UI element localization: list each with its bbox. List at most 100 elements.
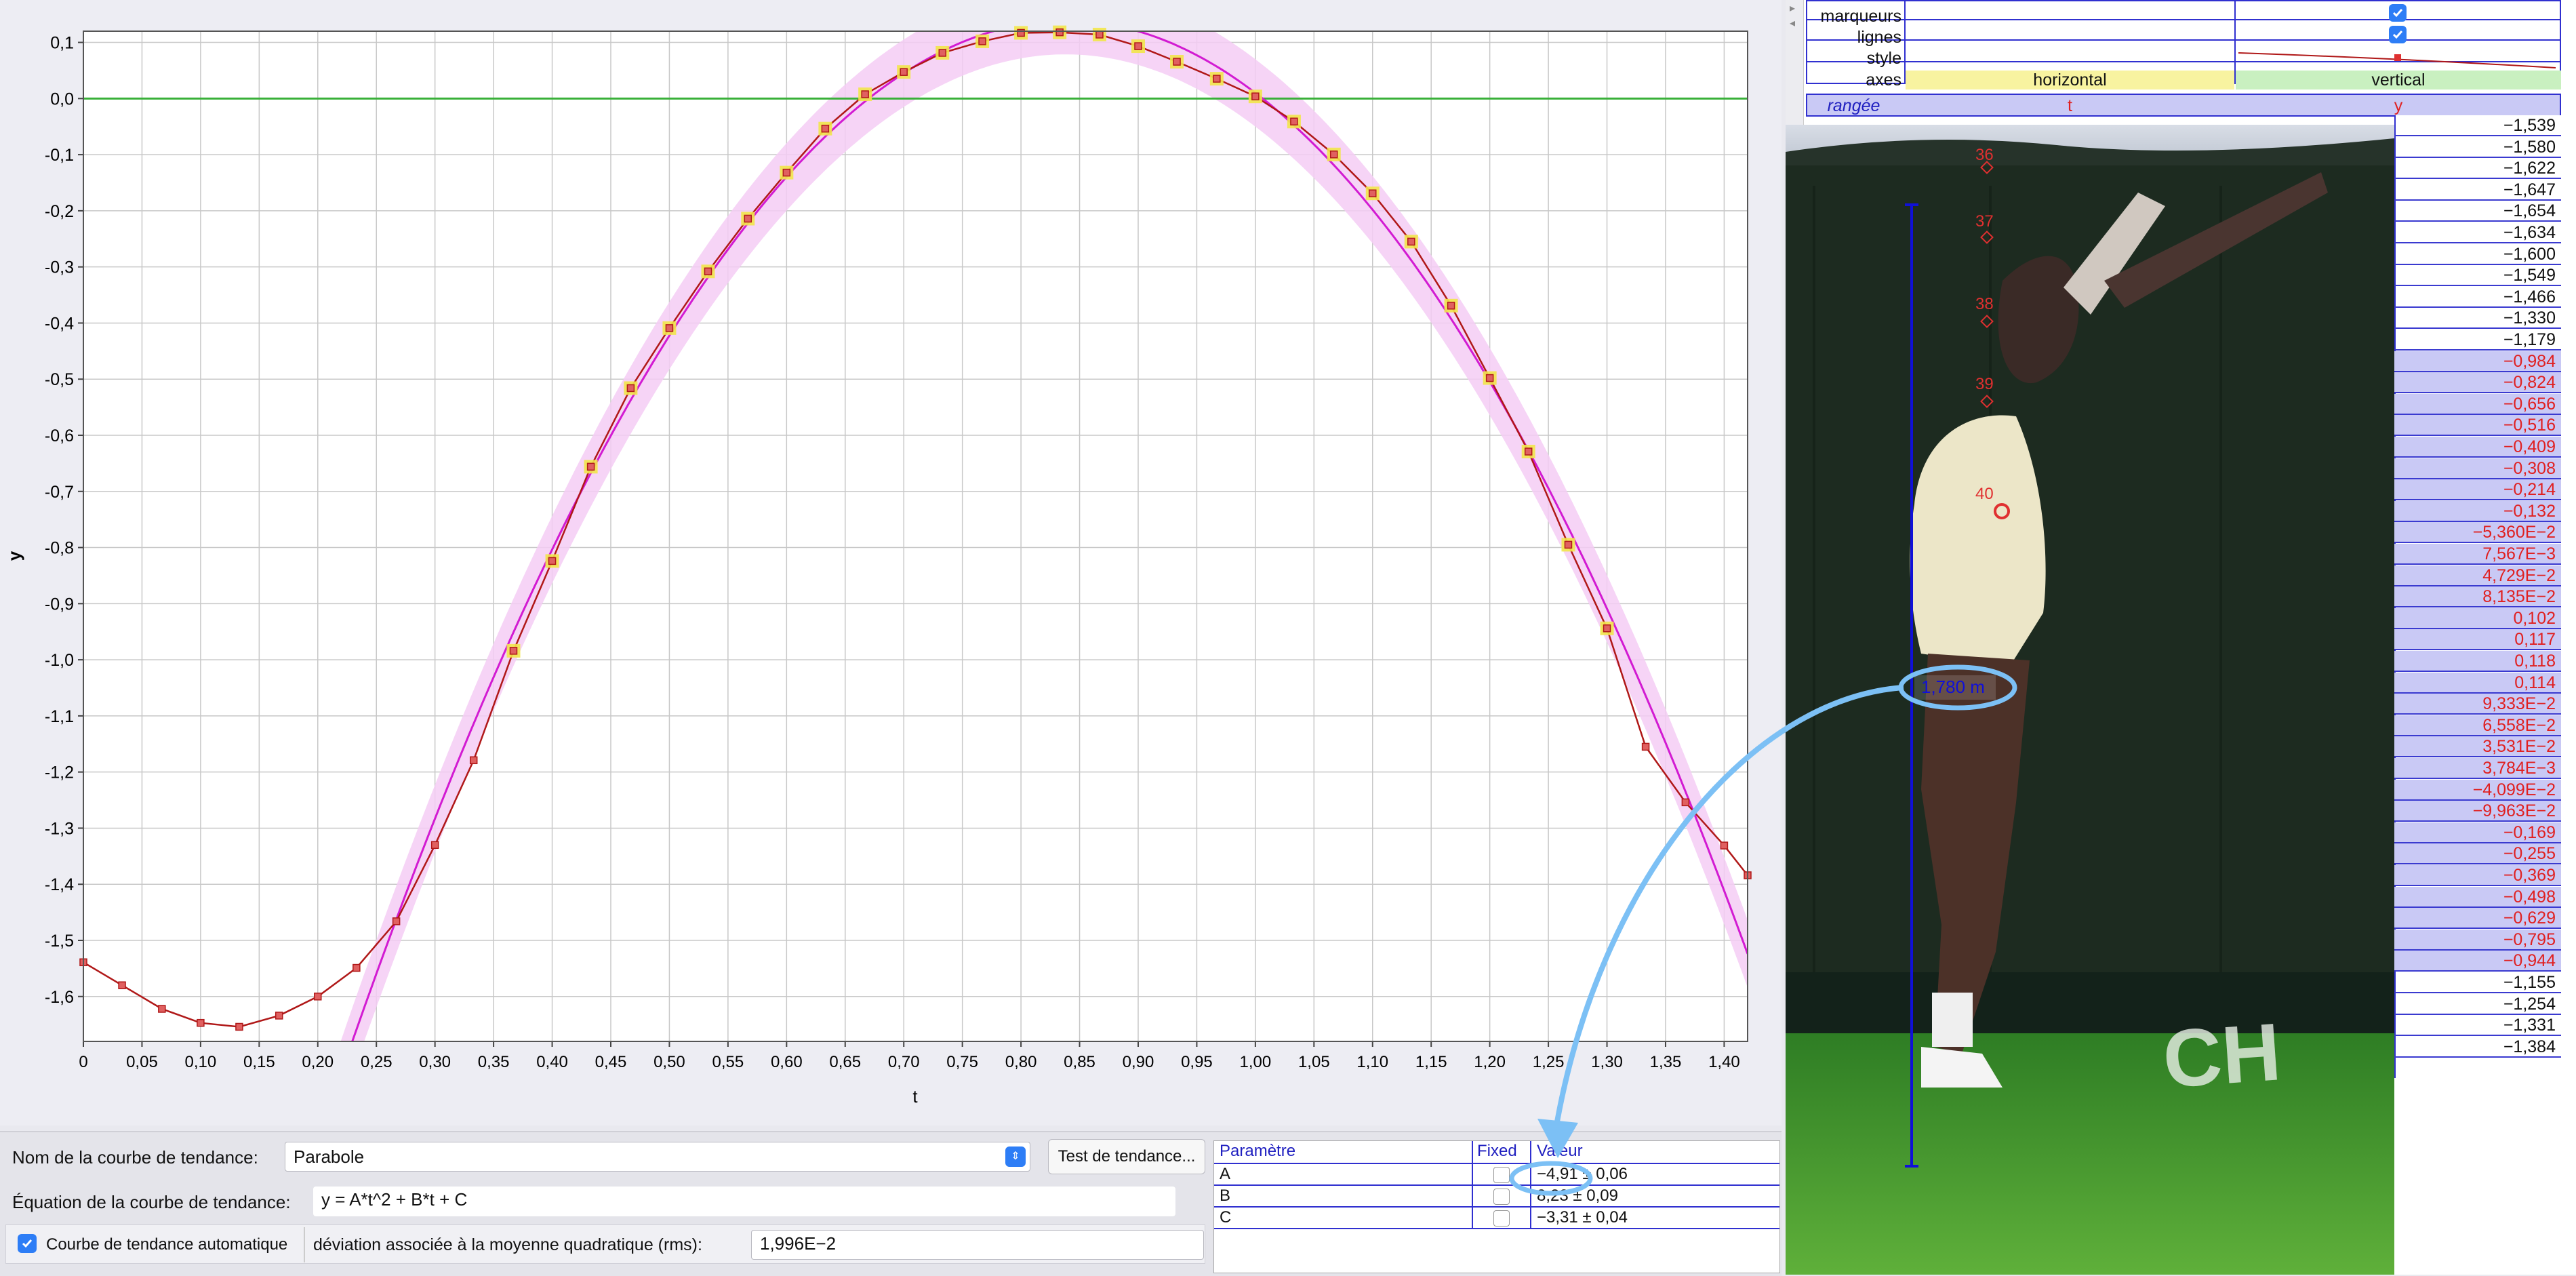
data-point[interactable]: [1369, 189, 1377, 197]
y-value-cell[interactable]: −1,600: [2394, 244, 2561, 265]
data-point[interactable]: [469, 756, 478, 765]
markers-checkbox[interactable]: [2389, 4, 2407, 22]
data-point[interactable]: [1407, 237, 1415, 246]
y-value-cell[interactable]: −1,179: [2394, 330, 2561, 351]
y-value-cell[interactable]: −1,647: [2394, 180, 2561, 201]
data-point[interactable]: [509, 647, 518, 655]
y-value-cell[interactable]: −9,963E−2: [2394, 801, 2561, 822]
test-trend-button[interactable]: Test de tendance...: [1048, 1139, 1205, 1174]
data-point[interactable]: [275, 1012, 283, 1020]
data-point[interactable]: [665, 324, 674, 332]
data-point[interactable]: [938, 49, 947, 57]
y-value-cell[interactable]: −1,254: [2394, 994, 2561, 1015]
data-point[interactable]: [1720, 841, 1729, 850]
auto-trend-checkbox[interactable]: [18, 1234, 37, 1253]
param-row-a-value[interactable]: −4,91 ± 0,06: [1537, 1165, 1628, 1183]
data-point[interactable]: [978, 37, 986, 45]
y-value-cell[interactable]: −1,580: [2394, 137, 2561, 158]
y-value-cell[interactable]: −0,369: [2394, 865, 2561, 886]
data-point[interactable]: [1524, 447, 1533, 456]
param-b-fixed-checkbox[interactable]: [1493, 1189, 1510, 1205]
y-value-cell[interactable]: −4,099E−2: [2394, 779, 2561, 801]
y-value-cell[interactable]: −0,944: [2394, 951, 2561, 972]
data-point[interactable]: [1564, 540, 1573, 549]
data-point[interactable]: [744, 214, 752, 223]
axis-vertical-cell[interactable]: vertical: [2236, 71, 2561, 89]
y-value-cell[interactable]: 8,135E−2: [2394, 586, 2561, 608]
parameter-table[interactable]: Paramètre Fixed Valeur A −4,91 ± 0,06 B …: [1213, 1140, 1780, 1273]
trend-chart[interactable]: 0 0,05 0,10 0,15 0,20 0,25 0,30 0,35 0,40 0,45 0,5…: [0, 0, 1782, 1125]
y-value-cell[interactable]: 4,729E−2: [2394, 565, 2561, 586]
data-point[interactable]: [353, 963, 361, 972]
data-point[interactable]: [586, 462, 595, 471]
y-value-cell[interactable]: −1,384: [2394, 1037, 2561, 1058]
y-value-cell[interactable]: −1,549: [2394, 265, 2561, 287]
style-preview[interactable]: [2237, 46, 2558, 71]
data-point[interactable]: [782, 168, 791, 177]
data-point[interactable]: [1290, 117, 1298, 126]
y-value-cell[interactable]: −0,498: [2394, 886, 2561, 908]
data-point[interactable]: [1134, 42, 1142, 50]
data-point[interactable]: [1485, 374, 1494, 382]
y-value-cell[interactable]: −1,622: [2394, 158, 2561, 180]
data-point[interactable]: [430, 841, 439, 850]
data-point[interactable]: [1681, 798, 1690, 807]
y-value-cell[interactable]: −1,330: [2394, 308, 2561, 330]
y-value-cell[interactable]: 3,531E−2: [2394, 736, 2561, 758]
param-c-fixed-checkbox[interactable]: [1493, 1210, 1510, 1227]
lines-checkbox[interactable]: [2389, 26, 2407, 43]
column-range[interactable]: rangée: [1827, 96, 1880, 115]
data-point[interactable]: [1603, 624, 1611, 633]
data-point[interactable]: [1641, 742, 1650, 751]
axis-horizontal-cell[interactable]: horizontal: [1906, 71, 2234, 89]
y-value-cell[interactable]: 0,102: [2394, 607, 2561, 629]
data-point[interactable]: [118, 981, 126, 989]
y-value-cell[interactable]: −0,255: [2394, 843, 2561, 865]
calibration-length-label[interactable]: 1,780 m: [1921, 677, 1985, 697]
data-point[interactable]: [1213, 75, 1221, 83]
data-point[interactable]: [392, 917, 401, 925]
split-handle[interactable]: [887, 1125, 900, 1130]
y-value-cell[interactable]: −0,308: [2394, 458, 2561, 479]
y-value-cell[interactable]: 0,118: [2394, 651, 2561, 672]
y-value-cell[interactable]: 7,567E−3: [2394, 544, 2561, 565]
column-y[interactable]: y: [2394, 96, 2403, 115]
data-point[interactable]: [1055, 28, 1064, 37]
rms-field[interactable]: 1,996E−2: [751, 1230, 1204, 1260]
y-value-cell[interactable]: −1,155: [2394, 972, 2561, 993]
y-value-cell[interactable]: −0,409: [2394, 437, 2561, 458]
y-value-cell[interactable]: 6,558E−2: [2394, 715, 2561, 736]
data-point[interactable]: [900, 68, 908, 76]
data-point[interactable]: [1329, 151, 1338, 159]
y-value-cell[interactable]: −0,984: [2394, 351, 2561, 372]
data-point[interactable]: [1251, 92, 1260, 100]
data-point[interactable]: [1095, 31, 1104, 39]
column-t[interactable]: t: [2068, 96, 2072, 115]
data-point[interactable]: [704, 267, 712, 276]
data-point[interactable]: [1447, 302, 1455, 310]
y-value-cell[interactable]: −0,629: [2394, 908, 2561, 930]
data-point[interactable]: [1017, 28, 1025, 37]
y-value-cell[interactable]: −5,360E−2: [2394, 522, 2561, 544]
data-point[interactable]: [1173, 58, 1181, 66]
param-row-c-value[interactable]: −3,31 ± 0,04: [1537, 1208, 1628, 1227]
param-a-fixed-checkbox[interactable]: [1493, 1167, 1510, 1183]
y-value-cell[interactable]: −0,824: [2394, 372, 2561, 394]
plot-panel[interactable]: 0 0,05 0,10 0,15 0,20 0,25 0,30 0,35 0,40 0,45 0,5…: [0, 0, 1782, 1125]
y-value-cell[interactable]: 9,333E−2: [2394, 694, 2561, 715]
y-value-cell[interactable]: −0,516: [2394, 415, 2561, 437]
y-value-cell[interactable]: 0,117: [2394, 629, 2561, 651]
data-point[interactable]: [626, 384, 635, 393]
trend-name-select[interactable]: Parabole ⇕: [285, 1142, 1030, 1172]
data-point[interactable]: [197, 1018, 205, 1027]
y-value-cell[interactable]: −0,132: [2394, 500, 2561, 522]
y-value-cell[interactable]: −1,539: [2394, 115, 2561, 136]
y-value-cell[interactable]: −0,795: [2394, 929, 2561, 951]
y-value-cell[interactable]: 0,114: [2394, 672, 2561, 694]
y-value-cell[interactable]: −0,169: [2394, 822, 2561, 843]
data-point[interactable]: [548, 557, 557, 565]
properties-grid[interactable]: [1806, 0, 2561, 84]
data-point[interactable]: [235, 1022, 243, 1031]
y-value-cell[interactable]: −0,214: [2394, 479, 2561, 501]
video-frame[interactable]: CH 36 37 38 39 40: [1786, 125, 2394, 1275]
